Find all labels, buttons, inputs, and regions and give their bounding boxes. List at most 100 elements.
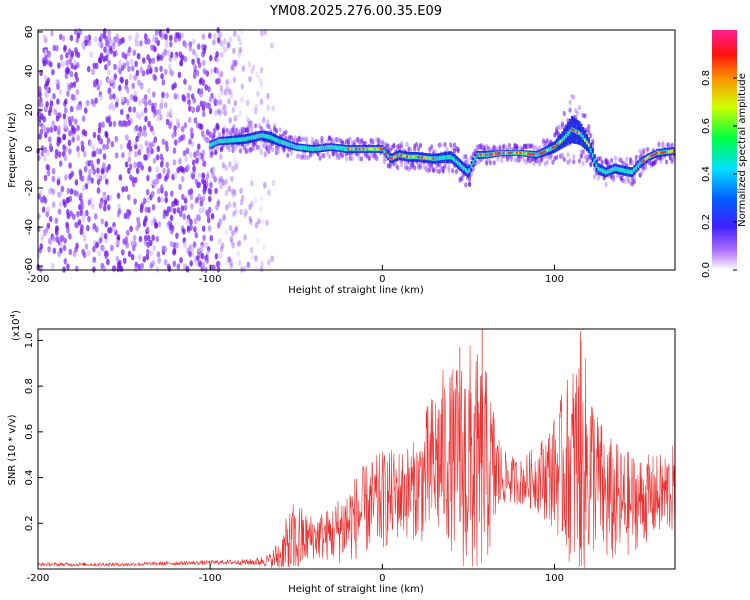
- noise-speckle: [76, 145, 80, 152]
- ridge-core: [451, 155, 454, 161]
- ridge-peak: [667, 150, 670, 153]
- noise-speckle: [121, 96, 125, 103]
- noise-speckle: [70, 170, 75, 178]
- noise-speckle: [104, 130, 108, 138]
- ridge-core: [209, 142, 212, 148]
- noise-speckle: [190, 93, 195, 100]
- ridge-core: [442, 155, 445, 160]
- noise-speckle: [120, 108, 124, 116]
- noise-speckle: [218, 109, 222, 117]
- ridge-halo: [468, 181, 472, 187]
- noise-speckle: [42, 34, 47, 41]
- noise-speckle: [157, 221, 162, 228]
- noise-speckle: [222, 46, 227, 53]
- noise-speckle: [130, 65, 135, 72]
- ridge-halo: [278, 127, 282, 133]
- noise-speckle: [190, 203, 194, 210]
- noise-speckle: [259, 149, 264, 156]
- colorbar-tick-label: 0.4: [701, 166, 712, 182]
- noise-speckle: [259, 79, 264, 86]
- ridge-halo: [644, 164, 648, 170]
- colorbar: 0.0 0.2 0.4 0.6 0.8 Normalized spectral ampl…: [701, 30, 748, 278]
- ridge-core: [214, 140, 217, 145]
- ridge-core: [303, 145, 307, 151]
- noise-speckle: [64, 72, 69, 80]
- noise-speckle: [59, 54, 64, 61]
- noise-speckle: [50, 262, 55, 270]
- figure-title: YM08.2025.276.00.35.E09: [269, 4, 442, 19]
- noise-speckle: [126, 113, 130, 120]
- noise-speckle: [165, 145, 169, 152]
- noise-speckle: [139, 203, 144, 210]
- noise-speckle: [222, 215, 226, 222]
- noise-speckle: [95, 147, 100, 155]
- ridge-core: [330, 145, 333, 150]
- ridge-halo: [577, 158, 582, 164]
- noise-speckle: [204, 84, 208, 91]
- noise-speckle: [219, 70, 224, 78]
- noise-speckle: [259, 195, 264, 202]
- noise-speckle: [215, 122, 219, 130]
- noise-speckle: [104, 63, 108, 71]
- noise-speckle: [81, 115, 86, 122]
- noise-speckle: [168, 122, 172, 130]
- ridge-core: [307, 146, 310, 151]
- noise-speckle: [152, 91, 156, 98]
- noise-speckle: [207, 187, 212, 194]
- noise-speckle: [136, 216, 140, 224]
- noise-speckle: [183, 78, 187, 85]
- ridge-halo: [326, 150, 330, 156]
- noise-speckle: [149, 125, 154, 132]
- ridge-halo: [562, 156, 566, 162]
- ridge-peak: [578, 131, 581, 135]
- ridge-peak: [364, 147, 367, 151]
- noise-speckle: [250, 200, 254, 207]
- noise-speckle: [180, 32, 185, 39]
- noise-speckle: [139, 40, 143, 47]
- noise-speckle: [267, 189, 271, 196]
- noise-speckle: [145, 253, 150, 261]
- ridge-halo: [560, 121, 565, 127]
- ridge-core: [271, 136, 274, 141]
- ridge-halo: [642, 152, 646, 158]
- noise-speckle: [81, 215, 85, 223]
- noise-speckle: [194, 232, 199, 239]
- ridge-core: [239, 137, 242, 142]
- noise-speckle: [175, 242, 179, 249]
- noise-speckle: [165, 161, 169, 168]
- snr-multiplier-base: (x10: [11, 318, 22, 341]
- noise-speckle: [87, 215, 91, 223]
- noise-speckle: [51, 175, 56, 183]
- noise-speckle: [100, 168, 105, 175]
- noise-speckle: [241, 65, 246, 72]
- noise-speckle: [200, 252, 205, 260]
- ridge-halo: [271, 147, 275, 153]
- noise-speckle: [146, 248, 150, 256]
- noise-speckle: [183, 42, 188, 49]
- noise-speckle: [150, 190, 155, 198]
- ridge-core: [288, 142, 291, 147]
- noise-speckle: [72, 81, 77, 88]
- noise-speckle: [201, 51, 205, 58]
- noise-speckle: [220, 242, 225, 249]
- ridge-halo: [344, 156, 349, 162]
- noise-speckle: [162, 167, 166, 175]
- noise-speckle: [199, 123, 204, 131]
- noise-speckle: [239, 208, 243, 216]
- noise-speckle: [84, 39, 89, 46]
- noise-speckle: [190, 132, 194, 139]
- noise-speckle: [135, 32, 140, 39]
- ridge-core: [665, 149, 668, 155]
- noise-speckle: [175, 32, 180, 39]
- noise-speckle: [118, 68, 122, 75]
- ridge-halo: [630, 159, 635, 165]
- noise-speckle: [164, 190, 168, 198]
- x-tick-label: 100: [545, 274, 564, 285]
- noise-speckle: [173, 172, 178, 179]
- ridge-peak: [576, 131, 579, 134]
- noise-speckle: [193, 226, 197, 233]
- ridge-halo: [371, 138, 375, 144]
- noise-speckle: [259, 206, 263, 213]
- noise-speckle: [77, 219, 82, 226]
- noise-speckle: [219, 175, 223, 183]
